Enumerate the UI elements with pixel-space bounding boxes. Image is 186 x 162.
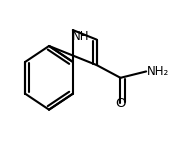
Text: NH₂: NH₂ <box>147 65 169 78</box>
Text: O: O <box>115 97 126 110</box>
Text: NH: NH <box>71 30 89 43</box>
